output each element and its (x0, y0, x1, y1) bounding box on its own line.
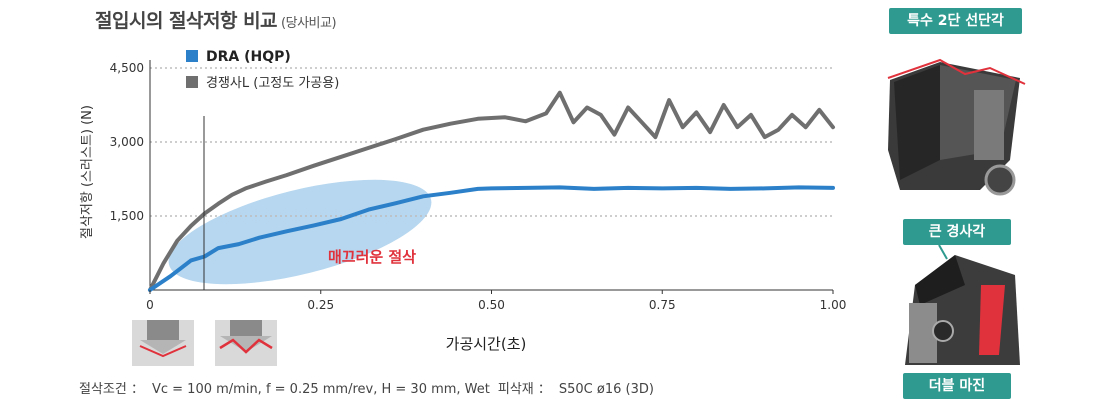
legend: DRA (HQP) 경쟁사L (고정도 가공용) (186, 49, 339, 91)
x-axis-title: 가공시간(초) (446, 335, 527, 353)
material-value: S50C ø16 (3D) (558, 382, 654, 397)
annotation-smooth-cutting: 매끄러운 절삭 (328, 248, 416, 266)
page-title: 절입시의 절삭저항 비교 (당사비교) (95, 6, 337, 33)
x-tick-label-1: 0.25 (307, 298, 334, 312)
y-axis-title: 절삭저항 (스러스트) (N) (80, 105, 95, 239)
series-layer (148, 90, 835, 292)
legend-swatch-dra (186, 50, 198, 62)
grid (150, 67, 833, 217)
material-label: 피삭재 ： (497, 382, 551, 397)
x-tick-label-4: 1.00 (820, 298, 847, 312)
x-tick-label-0: 0 (146, 298, 154, 312)
legend-label-dra: DRA (HQP) (206, 49, 291, 65)
tag-large-rake: 큰 경사각 (903, 219, 1011, 245)
conditions-values: Vc = 100 m/min, f = 0.25 mm/rev, H = 30 … (151, 382, 490, 397)
title-sub: (당사비교) (281, 16, 337, 31)
tag-double-margin: 더블 마진 (903, 373, 1011, 399)
conditions-label: 절삭조건 ： (79, 382, 144, 397)
title-main: 절입시의 절삭저항 비교 (95, 10, 278, 32)
smooth-cutting-ellipse (168, 179, 432, 285)
tool-image-side (905, 245, 1020, 365)
x-tick-label-3: 0.75 (649, 298, 676, 312)
resistance-chart: 1,500 3,000 4,500 0 0.25 0.50 0.75 1.00 DRA (HQ… (80, 49, 847, 366)
drill-entry-illustration-1 (132, 320, 194, 366)
series-line-0 (148, 185, 835, 292)
y-tick-label-2: 4,500 (110, 61, 144, 75)
y-tick-label-0: 1,500 (110, 209, 144, 223)
y-tick-label-1: 3,000 (110, 135, 144, 149)
ticks: 1,500 3,000 4,500 0 0.25 0.50 0.75 1.00 (110, 61, 847, 312)
tool-image-tip (887, 58, 1026, 196)
x-tick-label-2: 0.50 (478, 298, 505, 312)
tag-special-edge: 특수 2단 선단각 (889, 8, 1022, 34)
legend-label-competitor: 경쟁사L (고정도 가공용) (206, 76, 339, 91)
legend-swatch-competitor (186, 76, 198, 88)
cutting-conditions: 절삭조건 ： Vc = 100 m/min, f = 0.25 mm/rev, H… (79, 378, 662, 397)
series-line-1 (148, 90, 835, 292)
drill-entry-illustration-2 (215, 320, 277, 366)
